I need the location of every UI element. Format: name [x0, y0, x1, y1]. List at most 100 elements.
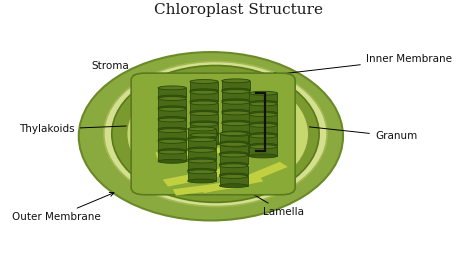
- Bar: [222, 134, 250, 144]
- Ellipse shape: [158, 118, 186, 122]
- Ellipse shape: [188, 179, 216, 183]
- Bar: [249, 104, 277, 113]
- Text: Inner Membrane: Inner Membrane: [272, 54, 452, 77]
- Ellipse shape: [249, 154, 277, 158]
- Ellipse shape: [190, 90, 218, 94]
- Bar: [219, 176, 248, 186]
- Bar: [158, 120, 186, 129]
- Ellipse shape: [190, 132, 218, 135]
- Ellipse shape: [190, 121, 218, 125]
- Ellipse shape: [188, 127, 216, 131]
- Bar: [158, 99, 186, 108]
- Bar: [188, 129, 216, 138]
- Bar: [158, 109, 186, 119]
- Bar: [190, 135, 218, 144]
- Bar: [190, 114, 218, 123]
- Ellipse shape: [158, 159, 186, 163]
- Ellipse shape: [219, 175, 248, 178]
- Ellipse shape: [190, 112, 218, 115]
- Ellipse shape: [222, 122, 250, 126]
- Ellipse shape: [219, 162, 248, 166]
- Bar: [249, 147, 277, 156]
- Text: Stroma: Stroma: [92, 61, 173, 90]
- Ellipse shape: [219, 142, 248, 146]
- Bar: [219, 134, 248, 143]
- Ellipse shape: [190, 89, 218, 93]
- Bar: [249, 136, 277, 145]
- Bar: [158, 141, 186, 151]
- Ellipse shape: [112, 66, 319, 202]
- Ellipse shape: [190, 80, 218, 83]
- Bar: [158, 131, 186, 140]
- Ellipse shape: [222, 152, 250, 156]
- Ellipse shape: [249, 133, 277, 136]
- Text: Granum: Granum: [270, 121, 417, 141]
- Ellipse shape: [222, 111, 250, 115]
- Ellipse shape: [222, 99, 250, 103]
- Bar: [188, 172, 216, 181]
- Ellipse shape: [127, 72, 309, 196]
- Bar: [222, 81, 250, 90]
- Ellipse shape: [222, 132, 250, 136]
- Ellipse shape: [219, 152, 248, 156]
- Ellipse shape: [188, 136, 216, 140]
- Bar: [249, 125, 277, 135]
- Bar: [222, 102, 250, 111]
- Ellipse shape: [249, 122, 277, 126]
- FancyBboxPatch shape: [131, 73, 295, 195]
- Ellipse shape: [219, 173, 248, 177]
- Ellipse shape: [222, 143, 250, 147]
- Ellipse shape: [249, 134, 277, 138]
- Polygon shape: [173, 180, 249, 196]
- Bar: [190, 103, 218, 112]
- Ellipse shape: [158, 116, 186, 121]
- Ellipse shape: [104, 61, 327, 206]
- Ellipse shape: [188, 148, 216, 152]
- Bar: [190, 81, 218, 91]
- Polygon shape: [200, 175, 263, 193]
- Text: Thylakoids: Thylakoids: [19, 123, 157, 134]
- Ellipse shape: [219, 184, 248, 188]
- Ellipse shape: [158, 86, 186, 90]
- Polygon shape: [234, 162, 288, 186]
- Ellipse shape: [249, 91, 277, 95]
- Ellipse shape: [158, 106, 186, 110]
- Ellipse shape: [158, 127, 186, 131]
- Bar: [249, 93, 277, 102]
- Ellipse shape: [222, 79, 250, 83]
- Bar: [219, 144, 248, 154]
- Ellipse shape: [158, 138, 186, 142]
- Ellipse shape: [219, 132, 248, 136]
- Ellipse shape: [249, 145, 277, 149]
- Bar: [158, 152, 186, 161]
- Bar: [190, 124, 218, 134]
- Bar: [190, 92, 218, 101]
- Ellipse shape: [190, 133, 218, 137]
- Bar: [219, 155, 248, 164]
- Ellipse shape: [222, 100, 250, 104]
- Bar: [158, 88, 186, 97]
- Ellipse shape: [158, 107, 186, 111]
- Ellipse shape: [158, 149, 186, 153]
- Ellipse shape: [219, 153, 248, 157]
- Ellipse shape: [222, 88, 250, 92]
- Ellipse shape: [158, 140, 186, 143]
- Bar: [222, 124, 250, 133]
- Bar: [219, 166, 248, 175]
- Ellipse shape: [222, 110, 250, 113]
- Polygon shape: [155, 147, 221, 158]
- Ellipse shape: [219, 164, 248, 168]
- Ellipse shape: [190, 101, 218, 105]
- Ellipse shape: [249, 101, 277, 104]
- Bar: [222, 145, 250, 154]
- Ellipse shape: [249, 123, 277, 127]
- Ellipse shape: [222, 142, 250, 146]
- Ellipse shape: [222, 120, 250, 124]
- Ellipse shape: [190, 142, 218, 146]
- Ellipse shape: [190, 122, 218, 126]
- Bar: [188, 150, 216, 159]
- Title: Chloroplast Structure: Chloroplast Structure: [154, 3, 323, 17]
- Bar: [222, 113, 250, 122]
- Ellipse shape: [188, 158, 216, 162]
- Ellipse shape: [222, 131, 250, 135]
